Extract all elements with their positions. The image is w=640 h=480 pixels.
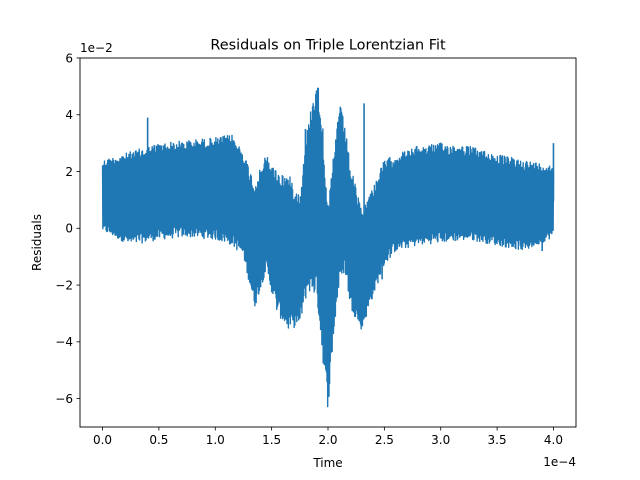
x-tick-label: 2.0 bbox=[318, 433, 337, 447]
x-tick-label: 1.5 bbox=[262, 433, 281, 447]
x-tick-label: 2.5 bbox=[375, 433, 394, 447]
x-tick-label: 0.5 bbox=[149, 433, 168, 447]
plot-area bbox=[101, 87, 555, 408]
y-tick-label: 4 bbox=[65, 108, 73, 122]
y-offset-label: 1e−2 bbox=[80, 41, 113, 55]
y-tick-label: −4 bbox=[55, 335, 73, 349]
x-tick-label: 1.0 bbox=[206, 433, 225, 447]
y-axis: −6 −4 −2 0 2 4 6 bbox=[55, 51, 80, 406]
y-tick-label: 2 bbox=[65, 165, 73, 179]
y-tick-label: −2 bbox=[55, 278, 73, 292]
y-tick-label: 6 bbox=[65, 51, 73, 65]
x-tick-label: 3.0 bbox=[431, 433, 450, 447]
x-tick-label: 4.0 bbox=[544, 433, 563, 447]
chart-title: Residuals on Triple Lorentzian Fit bbox=[210, 38, 446, 54]
y-axis-label: Residuals bbox=[30, 214, 44, 271]
x-axis-label: Time bbox=[312, 456, 342, 470]
x-offset-label: 1e−4 bbox=[543, 455, 576, 469]
y-tick-label: −6 bbox=[55, 392, 73, 406]
y-tick-label: 0 bbox=[65, 222, 73, 236]
x-tick-label: 0.0 bbox=[93, 433, 112, 447]
x-tick-label: 3.5 bbox=[488, 433, 507, 447]
x-axis: 0.0 0.5 1.0 1.5 2.0 2.5 3.0 3.5 4.0 bbox=[93, 427, 563, 447]
residual-series-line bbox=[101, 87, 555, 408]
